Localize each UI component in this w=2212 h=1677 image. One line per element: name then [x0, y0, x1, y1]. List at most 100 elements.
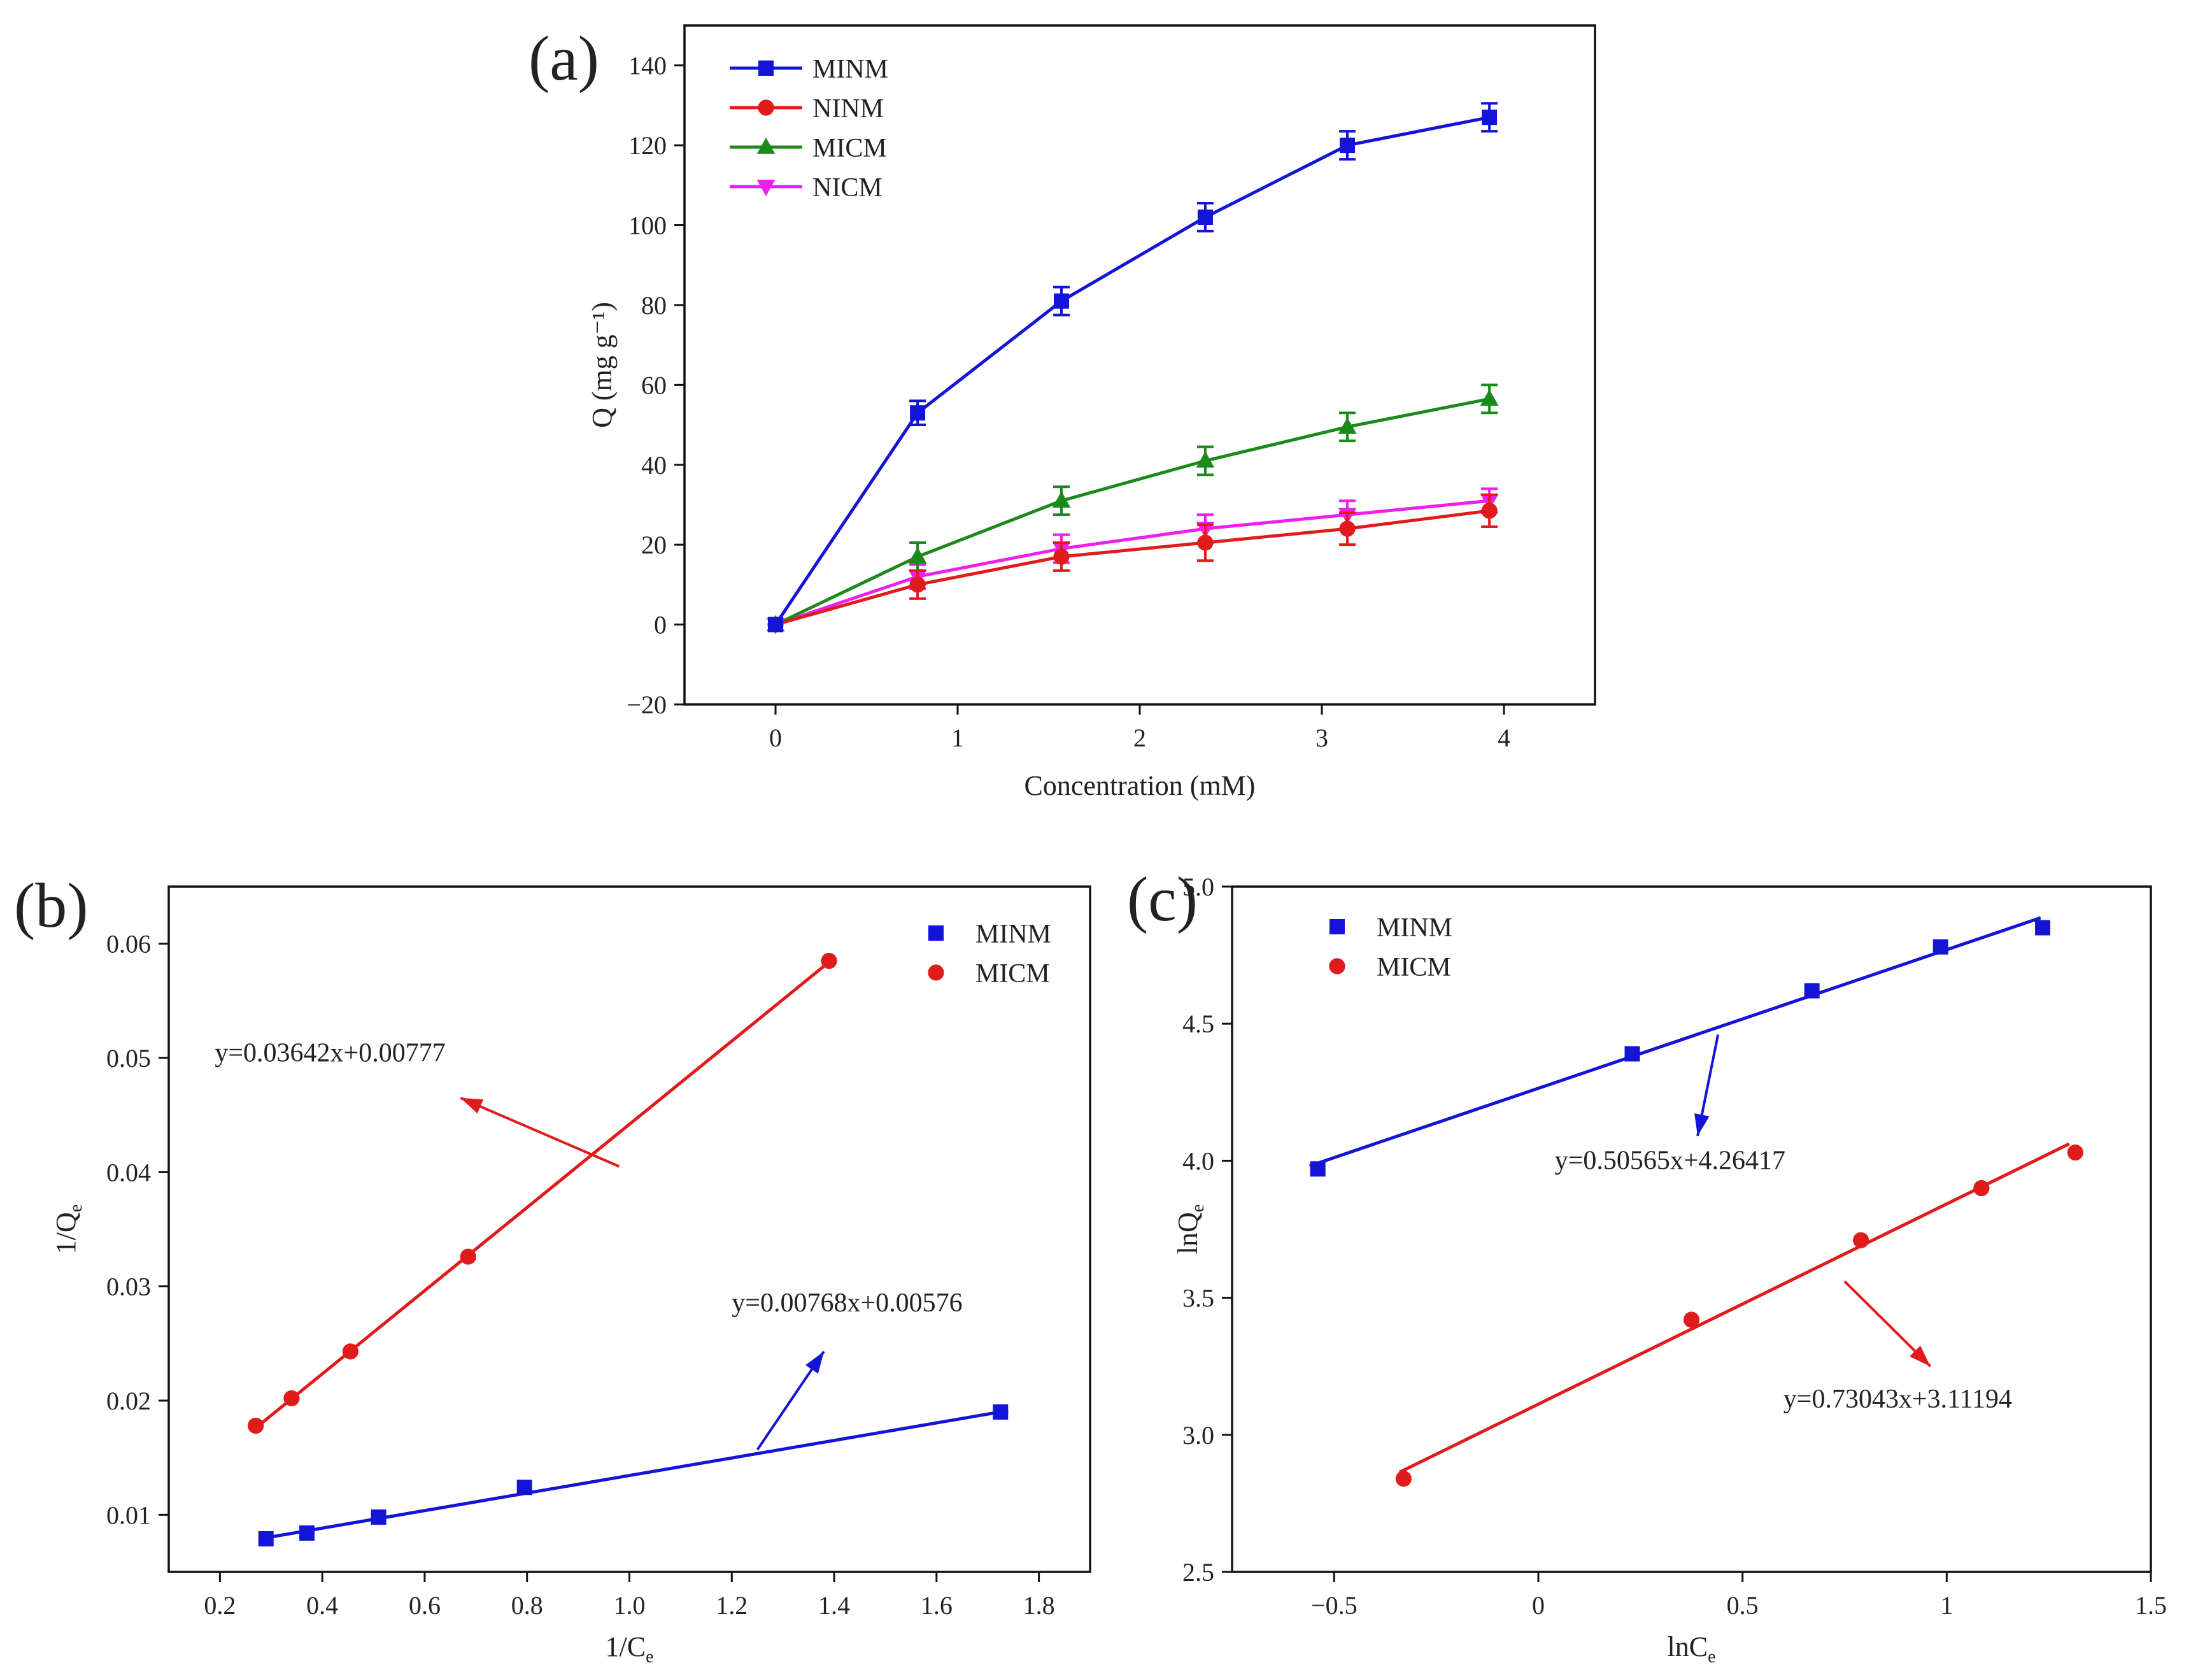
series-line	[775, 509, 1490, 626]
data-point	[2035, 920, 2051, 936]
data-point	[1481, 503, 1498, 519]
data-point	[908, 546, 927, 564]
y-tick-label: 0.02	[106, 1387, 151, 1415]
legend-label: MICM	[1377, 953, 1451, 982]
data-point	[371, 1509, 386, 1525]
data-point	[1339, 520, 1356, 537]
y-axis-label: Q (mg g⁻¹)	[586, 302, 618, 428]
data-point	[1932, 939, 1948, 955]
legend-marker	[756, 180, 776, 196]
x-tick-label: 1.0	[614, 1591, 646, 1620]
y-tick-label: 0.03	[106, 1273, 151, 1301]
data-point	[342, 1343, 358, 1360]
x-tick-label: 1.8	[1023, 1591, 1055, 1620]
data-point	[1683, 1311, 1700, 1328]
legend-marker	[928, 925, 944, 941]
y-tick-label: 60	[641, 371, 667, 399]
fit-equation: y=0.03642x+0.00777	[215, 1038, 445, 1067]
data-point	[283, 1390, 300, 1407]
data-point	[1624, 1046, 1640, 1062]
y-tick-label: 4.5	[1182, 1010, 1214, 1038]
y-axis-label-sub: e	[66, 1204, 86, 1212]
annotation-arrow-head	[460, 1097, 484, 1114]
x-tick-label: 1.2	[716, 1591, 748, 1620]
legend-marker	[1329, 919, 1345, 934]
panel-b: 0.2 0.4 0.6 0.8 1.0 1.2 1.4 1.6 1.8 0.01 0.02 0.03 0…	[14, 870, 1091, 1667]
x-tick-label: 1.4	[818, 1591, 850, 1620]
y-axis-label: 1/Qe	[50, 1204, 86, 1254]
annotation-arrow-shaft	[460, 1096, 620, 1168]
x-axis-label-sub: e	[646, 1647, 653, 1667]
data-point	[1197, 209, 1213, 225]
data-point	[1196, 451, 1215, 468]
legend-label: MINM	[975, 920, 1051, 949]
y-tick-label: 0.06	[106, 930, 151, 959]
data-point	[1338, 417, 1357, 434]
fit-annotation: y=0.00768x+0.00576	[732, 1288, 963, 1451]
y-axis-label-main: 1/Q	[50, 1212, 82, 1254]
legend-label: MINM	[1377, 913, 1452, 943]
x-tick-label: 0	[769, 724, 782, 752]
x-axis-label-main: lnC	[1667, 1631, 1708, 1662]
x-tick-label: 4	[1498, 724, 1510, 752]
legend: MINM MICM	[928, 920, 1051, 988]
x-tick-label: 1	[1940, 1591, 1953, 1620]
legend-marker	[758, 99, 774, 116]
y-tick-label: 5.0	[1182, 873, 1214, 901]
data-point	[1395, 1471, 1412, 1487]
x-tick-label: 2	[1133, 724, 1146, 752]
x-axis-label: 1/Ce	[605, 1631, 653, 1667]
x-tick-label: 0.8	[511, 1591, 543, 1620]
series-minm	[768, 102, 1498, 632]
plot-frame	[167, 885, 1091, 1573]
fit-annotation: y=0.50565x+4.26417	[1555, 1034, 1785, 1175]
y-tick-label: 4.0	[1182, 1146, 1214, 1175]
x-tick-label: 1.6	[921, 1591, 953, 1620]
y-tick-label: 0.05	[106, 1044, 151, 1073]
legend: MINM MICM	[1329, 913, 1452, 982]
x-axis-label: Concentration (mM)	[1024, 770, 1256, 801]
data-point	[2067, 1144, 2083, 1161]
data-point	[516, 1480, 532, 1495]
y-axis-label: lnQe	[1172, 1204, 1208, 1254]
series-ninm	[767, 493, 1498, 633]
series-micm	[248, 952, 837, 1434]
legend-label: NINM	[812, 94, 884, 124]
y-axis-label-main: lnQ	[1172, 1212, 1203, 1254]
series-micm	[766, 383, 1499, 632]
y-tick-label: −20	[627, 690, 667, 719]
y-tick-label: 40	[641, 451, 667, 480]
data-point	[1054, 293, 1070, 309]
series-minm	[1309, 916, 2051, 1177]
fit-equation: y=0.50565x+4.26417	[1555, 1146, 1785, 1175]
panel-label: (c)	[1127, 864, 1198, 934]
legend-marker	[756, 138, 776, 154]
y-tick-label: 2.5	[1182, 1558, 1214, 1587]
y-tick-label: 80	[641, 291, 667, 320]
x-tick-label: 0.4	[306, 1591, 338, 1620]
data-point	[460, 1248, 476, 1265]
data-point	[1340, 138, 1356, 153]
data-point	[821, 952, 837, 969]
data-point	[1480, 389, 1499, 406]
data-point	[1482, 110, 1498, 125]
data-point	[1973, 1180, 1990, 1197]
annotation-arrow-head	[1910, 1345, 1931, 1367]
data-point	[993, 1404, 1009, 1420]
y-tick-label: 100	[628, 211, 667, 240]
series-line	[775, 499, 1490, 626]
data-point	[1853, 1232, 1869, 1248]
data-point	[768, 617, 783, 632]
y-tick-label: 3.0	[1182, 1421, 1214, 1450]
x-axis-label: lnCe	[1667, 1631, 1715, 1667]
series-micm	[1395, 1142, 2083, 1487]
series-line	[774, 115, 1490, 625]
data-point	[258, 1531, 274, 1546]
panel-a: 0 1 2 3 4 −20 0 20 40 60 80 100 120 140 (a) Concentrati…	[528, 23, 1596, 801]
x-tick-label: 1	[951, 724, 964, 752]
legend-marker	[758, 61, 774, 76]
fit-annotation: y=0.03642x+0.00777	[215, 1038, 620, 1168]
legend-label: MICM	[975, 959, 1050, 988]
y-tick-label: 3.5	[1182, 1284, 1214, 1313]
